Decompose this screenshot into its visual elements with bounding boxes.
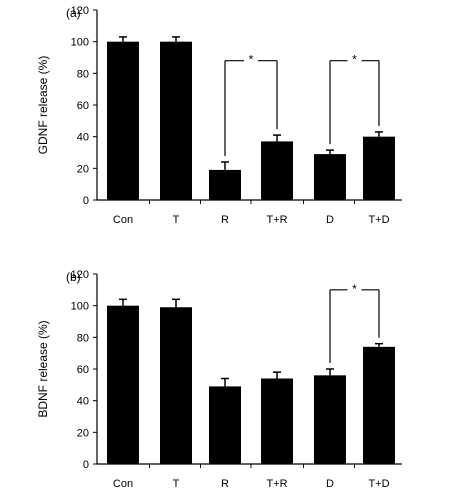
bar [363, 136, 395, 200]
bar [363, 346, 395, 464]
significance-star: * [352, 282, 357, 296]
bar [314, 154, 346, 200]
bar [261, 378, 293, 464]
y-tick-label: 60 [77, 100, 89, 112]
x-tick-label: R [221, 478, 229, 490]
bar [209, 169, 241, 200]
x-tick-label: D [326, 214, 334, 226]
chart-panel-a: (a) GDNF release (%) 0 20 40 60 80 100 120 Con T… [36, 5, 402, 226]
y-tick-label: 40 [77, 132, 89, 144]
panel-label: (a) [66, 6, 81, 20]
x-tick-label: Con [113, 214, 133, 226]
y-tick-label: 20 [77, 163, 89, 175]
panel-label: (b) [66, 270, 81, 284]
y-tick-label: 100 [71, 301, 89, 313]
chart-panel-b: (b) BDNF release (%) 0 20 40 60 80 100 120 Con T… [36, 269, 402, 490]
x-tick-label: T+R [266, 214, 287, 226]
y-tick-label: 40 [77, 396, 89, 408]
bar [107, 41, 139, 200]
x-tick-label: Con [113, 478, 133, 490]
y-tick-label: 100 [71, 37, 89, 49]
x-tick-label: R [221, 214, 229, 226]
y-tick-label: 0 [83, 195, 89, 207]
significance-star: * [352, 53, 357, 67]
x-tick-label: T+D [368, 214, 389, 226]
significance-star: * [249, 53, 254, 67]
bar [314, 375, 346, 464]
x-tick-label: D [326, 478, 334, 490]
y-tick-label: 80 [77, 68, 89, 80]
y-axis-label: BDNF release (%) [36, 320, 50, 417]
y-tick-label: 120 [71, 5, 89, 17]
bar [160, 41, 192, 200]
x-tick-label: T [173, 214, 180, 226]
x-tick-label: T+R [266, 478, 287, 490]
bar [209, 386, 241, 464]
y-tick-label: 60 [77, 364, 89, 376]
bar [107, 305, 139, 464]
x-tick-label: T+D [368, 478, 389, 490]
x-tick-label: T [173, 478, 180, 490]
y-tick-label: 20 [77, 427, 89, 439]
y-tick-label: 0 [83, 459, 89, 471]
y-tick-label: 80 [77, 332, 89, 344]
bar [160, 307, 192, 464]
y-axis-label: GDNF release (%) [36, 56, 50, 155]
bar [261, 141, 293, 200]
y-tick-label: 120 [71, 269, 89, 281]
